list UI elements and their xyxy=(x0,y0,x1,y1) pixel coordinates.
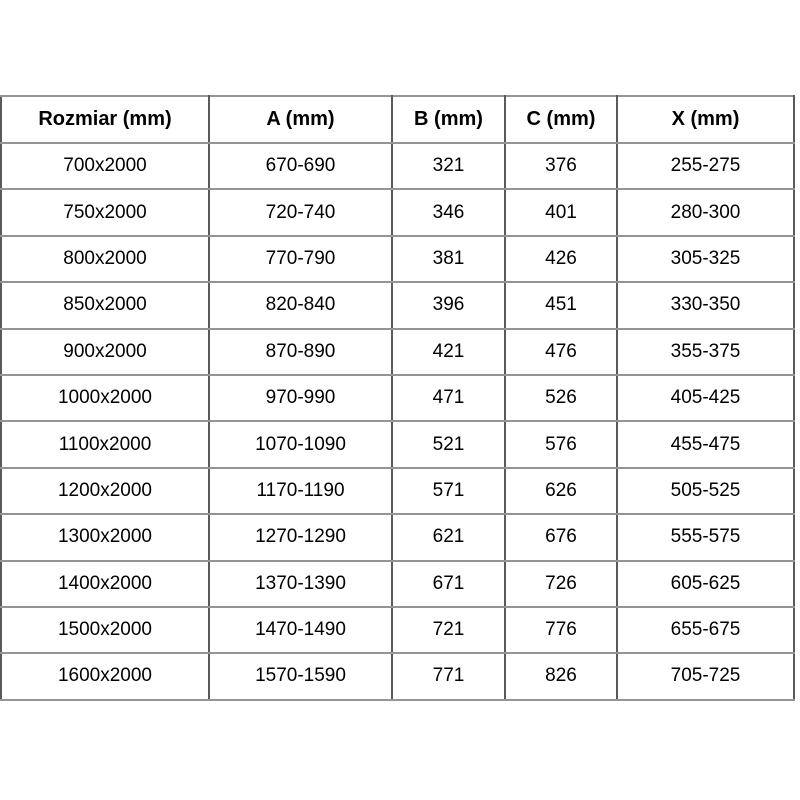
table-cell: 820-840 xyxy=(208,281,393,330)
table-row: 800x2000 770-790 381 426 305-325 xyxy=(0,234,795,284)
table-cell: 526 xyxy=(504,373,618,423)
table-row: 700x2000 670-690 321 376 255-275 xyxy=(0,141,795,191)
table-cell: 571 xyxy=(391,466,506,516)
table-cell: 700x2000 xyxy=(0,141,210,191)
table-cell: 1600x2000 xyxy=(0,652,210,701)
dimensions-table: Rozmiar (mm) A (mm) B (mm) C (mm) X (mm)… xyxy=(0,95,795,701)
table-row: 1000x2000 970-990 471 526 405-425 xyxy=(0,373,795,423)
table-row: 1200x2000 1170-1190 571 626 505-525 xyxy=(0,466,795,516)
table-row: 900x2000 870-890 421 476 355-375 xyxy=(0,327,795,376)
table-cell: 900x2000 xyxy=(0,327,210,376)
table-cell: 1200x2000 xyxy=(0,466,210,516)
dimensions-table-container: Rozmiar (mm) A (mm) B (mm) C (mm) X (mm)… xyxy=(0,95,795,701)
table-cell: 1300x2000 xyxy=(0,513,210,562)
table-cell: 521 xyxy=(391,420,506,469)
table-cell: 471 xyxy=(391,373,506,423)
table-cell: 721 xyxy=(391,605,506,655)
table-cell: 346 xyxy=(391,188,506,237)
table-cell: 850x2000 xyxy=(0,281,210,330)
table-cell: 476 xyxy=(504,327,618,376)
column-header-rozmiar: Rozmiar (mm) xyxy=(0,95,210,144)
table-cell: 280-300 xyxy=(616,188,795,237)
header-row: Rozmiar (mm) A (mm) B (mm) C (mm) X (mm) xyxy=(0,95,795,144)
table-body: 700x2000 670-690 321 376 255-275 750x2000 720-… xyxy=(0,141,795,701)
table-cell: 726 xyxy=(504,559,618,608)
table-cell: 505-525 xyxy=(616,466,795,516)
table-cell: 770-790 xyxy=(208,234,393,284)
table-cell: 255-275 xyxy=(616,141,795,191)
table-cell: 970-990 xyxy=(208,373,393,423)
column-header-b: B (mm) xyxy=(391,95,506,144)
table-cell: 655-675 xyxy=(616,605,795,655)
column-header-c: C (mm) xyxy=(504,95,618,144)
table-row: 1300x2000 1270-1290 621 676 555-575 xyxy=(0,513,795,562)
table-cell: 355-375 xyxy=(616,327,795,376)
table-row: 1600x2000 1570-1590 771 826 705-725 xyxy=(0,652,795,701)
table-cell: 870-890 xyxy=(208,327,393,376)
table-cell: 401 xyxy=(504,188,618,237)
table-cell: 671 xyxy=(391,559,506,608)
table-cell: 676 xyxy=(504,513,618,562)
table-cell: 776 xyxy=(504,605,618,655)
table-cell: 800x2000 xyxy=(0,234,210,284)
table-cell: 1370-1390 xyxy=(208,559,393,608)
table-cell: 1100x2000 xyxy=(0,420,210,469)
table-cell: 381 xyxy=(391,234,506,284)
table-cell: 720-740 xyxy=(208,188,393,237)
table-cell: 330-350 xyxy=(616,281,795,330)
table-cell: 1070-1090 xyxy=(208,420,393,469)
table-cell: 605-625 xyxy=(616,559,795,608)
table-cell: 305-325 xyxy=(616,234,795,284)
table-cell: 1270-1290 xyxy=(208,513,393,562)
table-cell: 705-725 xyxy=(616,652,795,701)
table-row: 1500x2000 1470-1490 721 776 655-675 xyxy=(0,605,795,655)
table-cell: 771 xyxy=(391,652,506,701)
table-cell: 451 xyxy=(504,281,618,330)
column-header-a: A (mm) xyxy=(208,95,393,144)
table-cell: 626 xyxy=(504,466,618,516)
table-cell: 396 xyxy=(391,281,506,330)
table-cell: 455-475 xyxy=(616,420,795,469)
table-cell: 321 xyxy=(391,141,506,191)
table-cell: 1570-1590 xyxy=(208,652,393,701)
table-cell: 376 xyxy=(504,141,618,191)
table-cell: 1500x2000 xyxy=(0,605,210,655)
table-row: 750x2000 720-740 346 401 280-300 xyxy=(0,188,795,237)
table-cell: 405-425 xyxy=(616,373,795,423)
table-cell: 1170-1190 xyxy=(208,466,393,516)
table-cell: 426 xyxy=(504,234,618,284)
table-row: 1400x2000 1370-1390 671 726 605-625 xyxy=(0,559,795,608)
table-cell: 750x2000 xyxy=(0,188,210,237)
table-row: 1100x2000 1070-1090 521 576 455-475 xyxy=(0,420,795,469)
table-cell: 576 xyxy=(504,420,618,469)
table-cell: 1000x2000 xyxy=(0,373,210,423)
table-cell: 826 xyxy=(504,652,618,701)
table-cell: 421 xyxy=(391,327,506,376)
table-cell: 621 xyxy=(391,513,506,562)
table-row: 850x2000 820-840 396 451 330-350 xyxy=(0,281,795,330)
table-cell: 555-575 xyxy=(616,513,795,562)
column-header-x: X (mm) xyxy=(616,95,795,144)
table-cell: 670-690 xyxy=(208,141,393,191)
table-cell: 1470-1490 xyxy=(208,605,393,655)
table-cell: 1400x2000 xyxy=(0,559,210,608)
